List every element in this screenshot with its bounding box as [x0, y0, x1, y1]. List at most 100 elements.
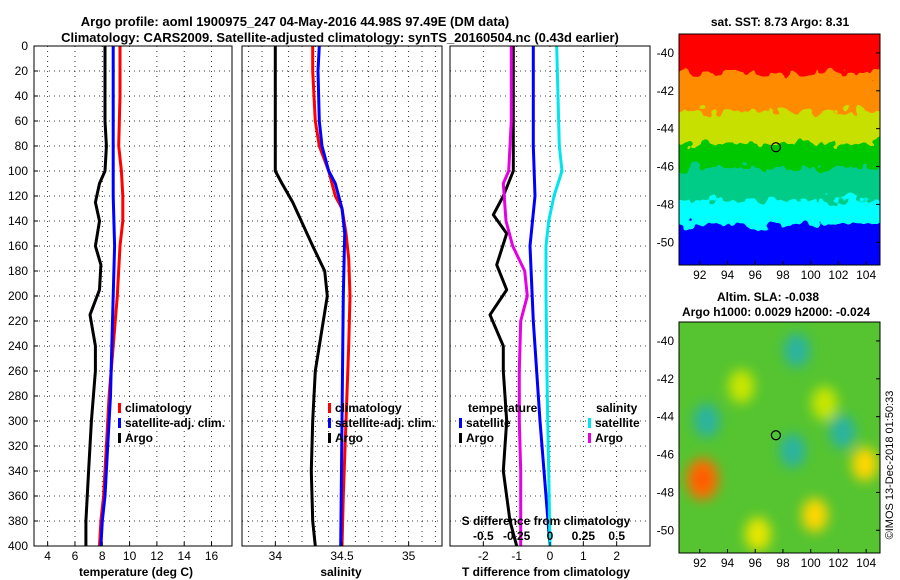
legend-climatology-label: climatology	[335, 401, 402, 415]
s-difference-axis: -0.5 -0.25 0 0.25 0.5	[473, 529, 625, 543]
temperature-plot-area	[34, 46, 232, 546]
sla-map-axes: 92 94 96 98 100 102 104 -40 -42 -44 -46 -48 -50	[657, 334, 880, 570]
depth-tick-label: 20	[15, 64, 29, 78]
legend-argo-swatch	[328, 433, 331, 443]
difference-salinity-legend: salinity satellite Argo	[588, 401, 640, 445]
t-difference-x-axis: -2 -1 0 1 2	[478, 542, 620, 563]
t-difference-axis-label: T difference from climatology	[462, 565, 630, 579]
sla-anomaly-blob	[728, 369, 755, 404]
x-tick-label: 34	[269, 549, 283, 563]
legend-climatology-swatch	[118, 403, 121, 413]
sst-band	[679, 224, 880, 265]
legend-t-argo-swatch	[459, 433, 462, 443]
map-lon-label: 94	[721, 268, 735, 282]
sst-map-panel: sat. SST: 8.73 Argo: 8.31 92 94 96 98 100 102…	[657, 15, 881, 282]
map-lat-label: -50	[657, 523, 675, 537]
legend-climatology-swatch	[328, 403, 331, 413]
sla-map-frame	[678, 321, 881, 554]
sla-anomaly-blob	[801, 498, 828, 533]
s-diff-argo-line	[501, 46, 529, 546]
depth-tick-label: 380	[8, 514, 28, 528]
map-lon-label: 92	[693, 556, 707, 570]
depth-tick-label: 300	[8, 414, 28, 428]
sla-map-title: Altim. SLA: -0.038	[717, 290, 819, 304]
temperature-argo-line	[84, 46, 108, 546]
sla-anomaly-blob	[829, 414, 856, 449]
legend-t-argo-label: Argo	[466, 431, 494, 445]
s-diff-satellite-line	[544, 45, 564, 547]
sla-anomaly-blob	[693, 403, 720, 438]
x-tick-label: 16	[205, 549, 219, 563]
legend-argo-label: Argo	[125, 431, 153, 445]
temperature-profiles	[84, 46, 125, 547]
s-tick-label: 0.25	[572, 529, 596, 543]
map-lat-label: -44	[657, 122, 675, 136]
salinity-x-axis-label: salinity	[320, 565, 362, 579]
map-lon-label: 104	[856, 556, 876, 570]
depth-tick-label: 0	[21, 39, 28, 53]
depth-tick-label: 60	[15, 114, 29, 128]
legend-satellite-swatch	[118, 418, 121, 428]
sst-map-axes: 92 94 96 98 100 102 104 -40 -42 -44 -46 -48 -50	[657, 46, 880, 282]
depth-tick-label: 140	[8, 214, 28, 228]
s-tick-label: 0	[547, 529, 554, 543]
map-lat-label: -46	[657, 448, 675, 462]
legend-satellite-label: satellite-adj. clim.	[335, 416, 435, 430]
temperature-satellite-adj-clim-line	[99, 46, 117, 547]
sst-map-frame	[678, 33, 881, 266]
legend-s-satellite-label: satellite	[595, 416, 640, 430]
sla-anomaly-blob	[783, 333, 810, 368]
sla-anomaly-blob	[811, 386, 838, 421]
depth-tick-label: 240	[8, 339, 28, 353]
map-lon-label: 98	[776, 556, 790, 570]
map-lon-label: 94	[721, 556, 735, 570]
map-lon-label: 92	[693, 268, 707, 282]
legend-satellite-swatch	[328, 418, 331, 428]
difference-profiles	[488, 45, 564, 547]
s-difference-axis-label: S difference from climatology	[462, 514, 631, 528]
map-lon-label: 98	[776, 268, 790, 282]
legend-argo-swatch	[118, 433, 121, 443]
imos-timestamp-label: ©IMOS 13-Dec-2018 01:50:33	[884, 391, 896, 540]
sla-anomaly-blob	[779, 433, 806, 468]
map-lon-label: 102	[828, 268, 848, 282]
depth-tick-label: 100	[8, 164, 28, 178]
legend-temperature-title: temperature	[468, 401, 538, 415]
depth-tick-label: 40	[15, 89, 29, 103]
legend-s-satellite-swatch	[588, 418, 591, 428]
difference-temperature-legend: temperature satellite Argo	[459, 401, 538, 445]
depth-tick-label: 160	[8, 239, 28, 253]
depth-tick-label: 400	[8, 539, 28, 553]
map-lon-label: 96	[749, 268, 763, 282]
depth-tick-label: 260	[8, 364, 28, 378]
legend-satellite-label: satellite-adj. clim.	[125, 416, 225, 430]
sst-map-title: sat. SST: 8.73 Argo: 8.31	[711, 15, 850, 29]
depth-tick-label: 80	[15, 139, 29, 153]
difference-panel: -2 -1 0 1 2 -0.5 -0.25 0 0.25 0.5 S difference f…	[449, 45, 651, 579]
figure-title-line-2: Climatology: CARS2009. Satellite-adjuste…	[61, 30, 619, 45]
map-lat-label: -42	[657, 372, 675, 386]
map-lat-label: -48	[657, 197, 675, 211]
temperature-legend: climatology satellite-adj. clim. Argo	[118, 401, 225, 445]
temperature-grid	[34, 45, 232, 547]
x-tick-label: 8	[99, 549, 106, 563]
legend-climatology-label: climatology	[125, 401, 192, 415]
map-lon-label: 102	[828, 556, 848, 570]
map-lon-label: 96	[749, 556, 763, 570]
sla-map-subtitle: Argo h1000: 0.0029 h2000: -0.024	[682, 305, 870, 319]
salinity-panel: 34 34.5 35 salinity climatology satellite-…	[241, 45, 443, 579]
x-tick-label: 14	[178, 549, 192, 563]
legend-t-satellite-label: satellite	[466, 416, 511, 430]
map-lat-label: -42	[657, 84, 675, 98]
x-tick-label: 4	[44, 549, 51, 563]
map-lat-label: -48	[657, 485, 675, 499]
s-tick-label: 0.5	[608, 529, 625, 543]
salinity-profiles	[273, 45, 352, 547]
x-tick-label: 2	[613, 549, 620, 563]
t-diff-satellite-line	[528, 46, 552, 547]
legend-t-satellite-swatch	[459, 418, 462, 428]
depth-tick-label: 280	[8, 389, 28, 403]
legend-s-argo-swatch	[588, 433, 591, 443]
salinity-legend: climatology satellite-adj. clim. Argo	[328, 401, 435, 445]
salinity-argo-line	[273, 46, 329, 547]
